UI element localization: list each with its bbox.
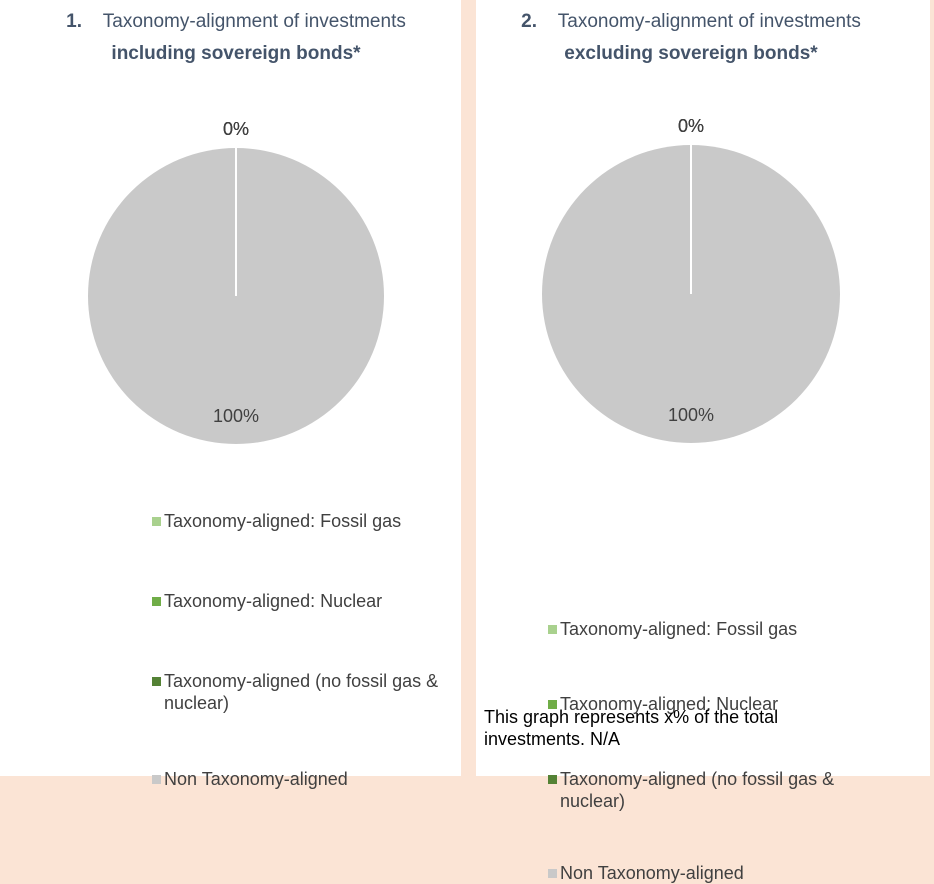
legend-swatch [152, 517, 161, 526]
title-text: Taxonomy-alignment of investments [557, 11, 861, 32]
pie-chart: 0%0%0%100% [542, 116, 840, 443]
legend-item: Taxonomy-aligned (no fossil gas & nuclea… [548, 768, 860, 812]
legend-swatch [152, 775, 161, 784]
pie-chart: 0%0%0%100% [88, 119, 384, 444]
legend-text: Taxonomy-aligned: Nuclear [560, 694, 779, 714]
legend-swatch [152, 677, 161, 686]
data-label: 100% [668, 405, 714, 425]
data-label: 0% [678, 116, 704, 136]
title-text: Taxonomy-alignment of investments [102, 11, 406, 32]
legend-text: Taxonomy-aligned: Fossil gas [560, 619, 798, 639]
legend-text: Taxonomy-aligned: Nuclear [164, 591, 383, 611]
title-emphasis: including sovereign bonds* [111, 43, 361, 64]
data-label: 0% [223, 119, 249, 139]
legend-swatch [548, 700, 557, 709]
legend-text: Non Taxonomy-aligned [560, 863, 744, 883]
data-label: 0% [223, 119, 249, 139]
legend-text: Taxonomy-aligned: Fossil gas [164, 511, 402, 531]
legend-item: Taxonomy-aligned: Fossil gas [548, 618, 860, 640]
title-number: 1. [66, 11, 82, 32]
legend-swatch [152, 597, 161, 606]
legend-swatch [548, 775, 557, 784]
legend-item: Taxonomy-aligned: Nuclear [548, 693, 860, 715]
chart-title: 2. Taxonomy-alignment of investments exc… [521, 6, 861, 70]
footnote: This graph represents x% of the total in… [484, 707, 779, 749]
data-label: 0% [678, 116, 704, 136]
title-number: 2. [521, 11, 537, 32]
chart-title: 1. Taxonomy-alignment of investments inc… [66, 6, 406, 70]
legend-swatch [548, 625, 557, 634]
legend-text: Taxonomy-aligned (no fossil gas & nuclea… [560, 769, 835, 811]
legend-item: Taxonomy-aligned (no fossil gas & nuclea… [152, 670, 464, 714]
legend-swatch [548, 869, 557, 878]
legend-item: Taxonomy-aligned: Fossil gas [152, 510, 464, 532]
data-label: 0% [223, 119, 249, 139]
legend-item: Non Taxonomy-aligned [548, 862, 860, 884]
title-emphasis: excluding sovereign bonds* [564, 43, 818, 64]
data-label: 0% [678, 116, 704, 136]
legend-text: Taxonomy-aligned (no fossil gas & nuclea… [164, 671, 439, 713]
data-label: 100% [213, 406, 259, 426]
legend-item: Taxonomy-aligned: Nuclear [152, 590, 464, 612]
